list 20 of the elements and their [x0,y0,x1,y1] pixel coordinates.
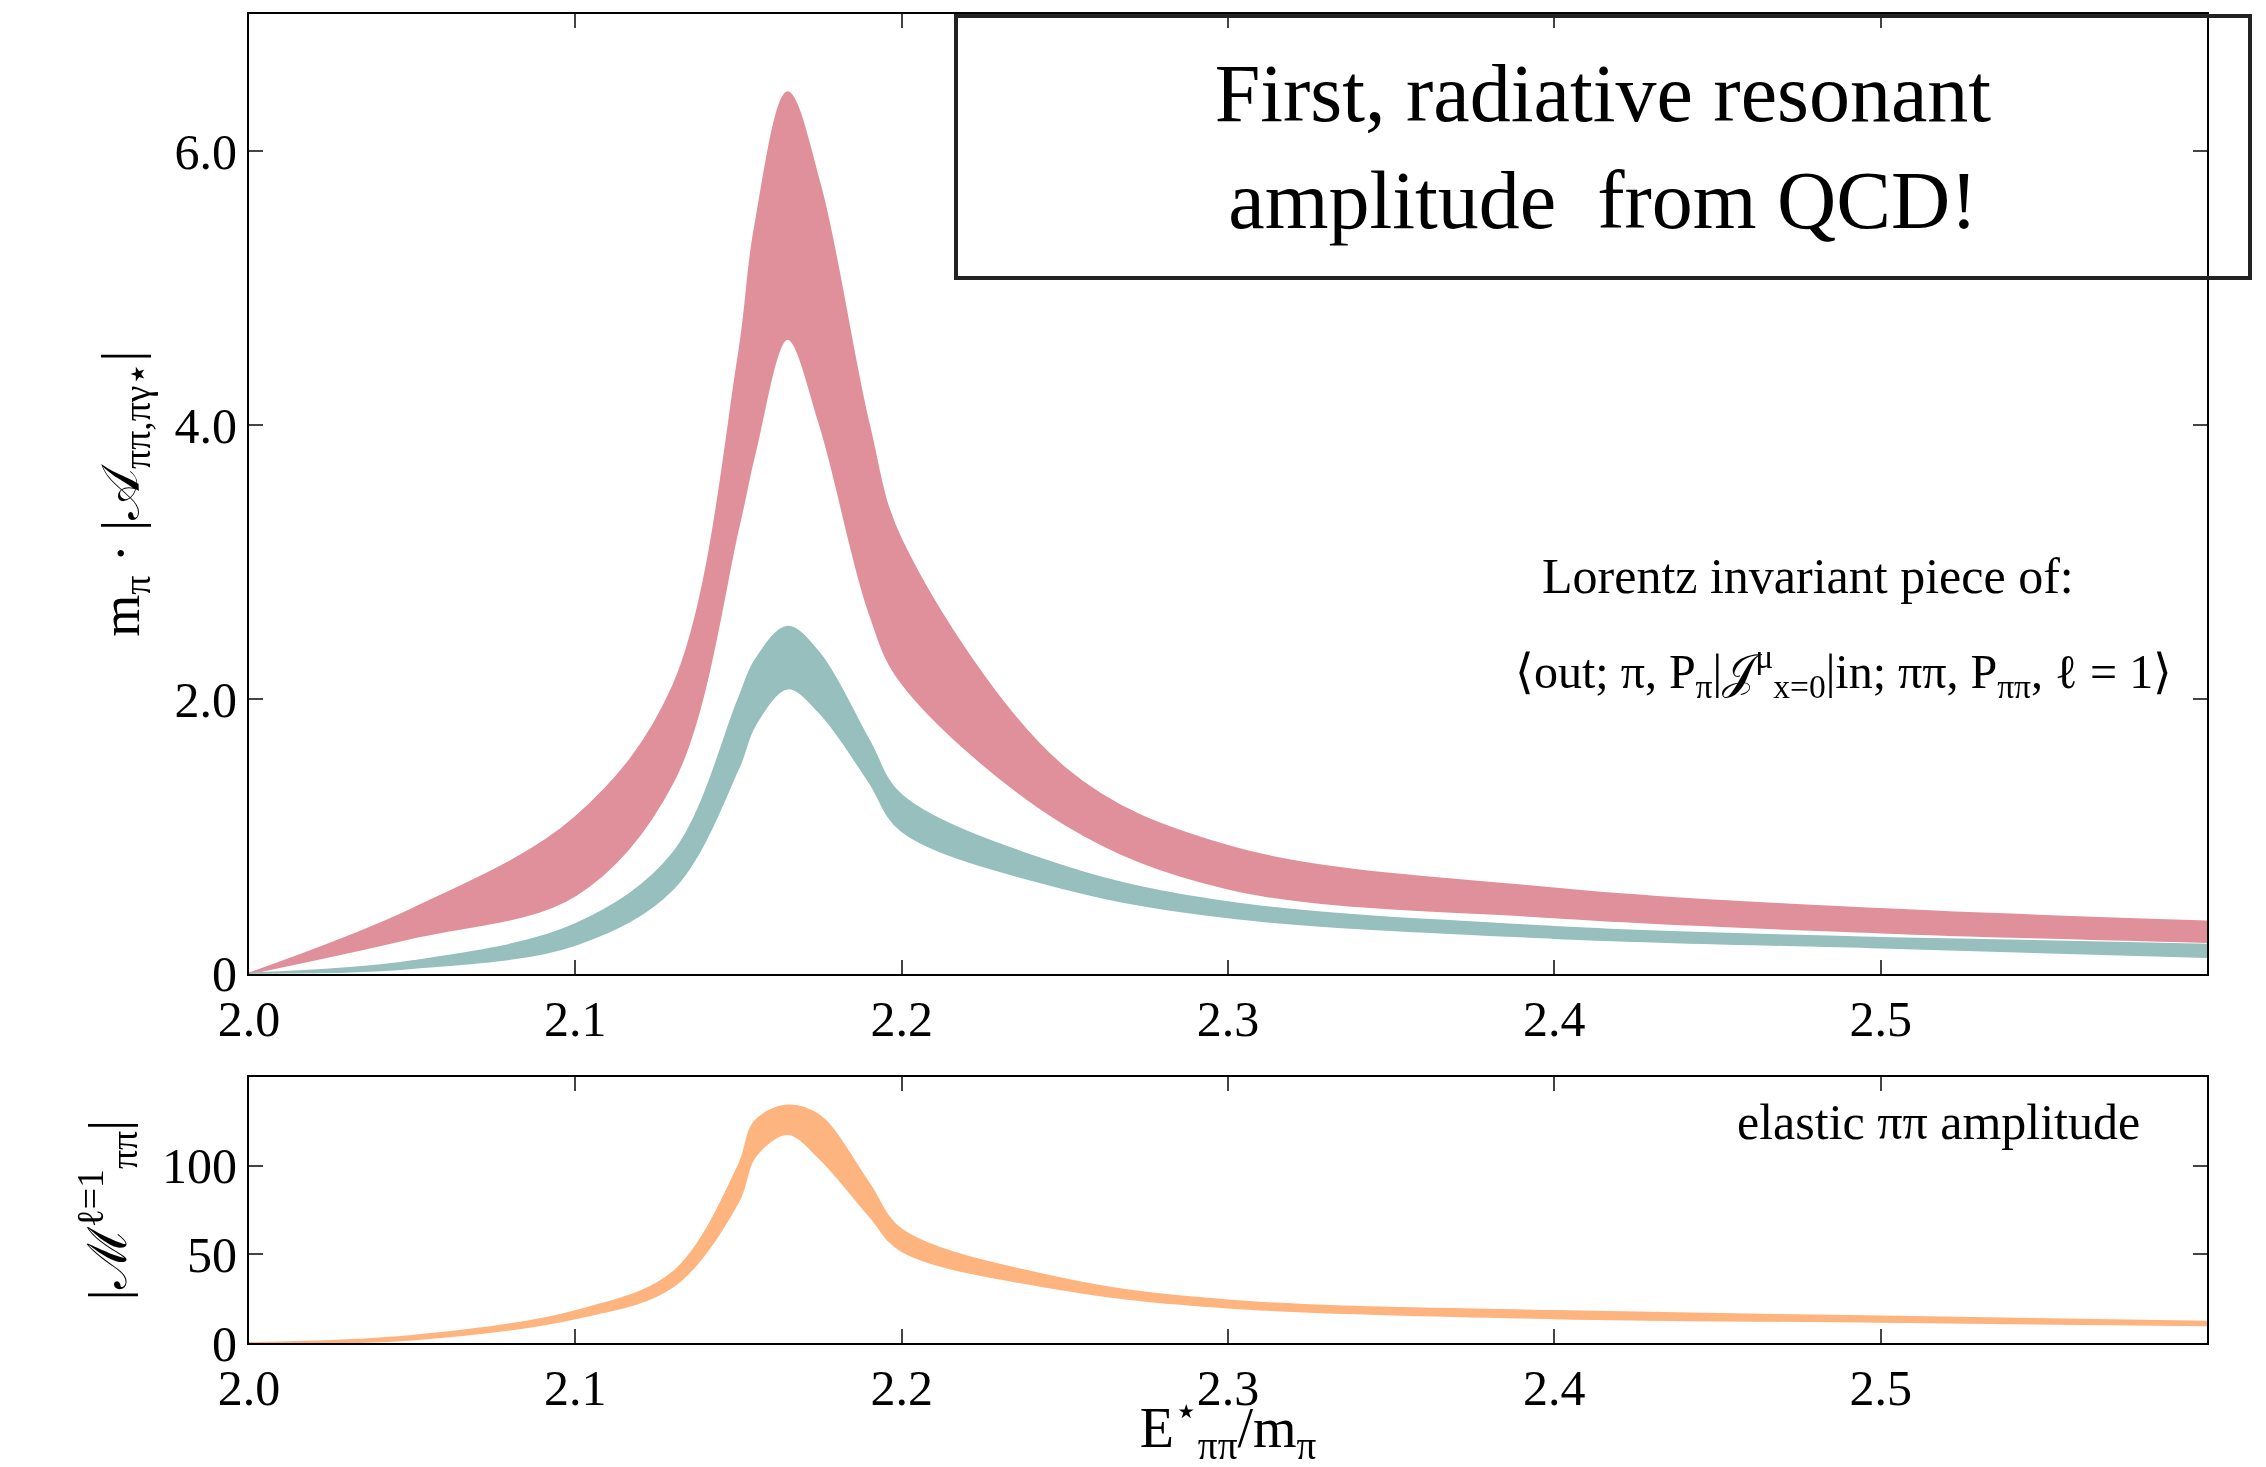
x-tick-label: 2.4 [1523,1360,1586,1416]
x-tick-label: 2.4 [1523,990,1586,1047]
y-tick-label: 6.0 [174,123,237,180]
x-tick-label: 2.2 [870,1360,933,1416]
annotation: elastic ππ amplitude [1737,1094,2141,1150]
x-tick-label: 2.2 [870,990,933,1047]
x-tick-label: 2.1 [544,990,607,1047]
y-tick-label: 100 [162,1138,237,1195]
x-tick-label: 2.3 [1196,990,1260,1047]
x-tick-label: 2.5 [1849,1360,1912,1416]
x-tick-label: 2.5 [1849,990,1912,1047]
annotation: First, radiative resonant amplitude from QCD! [1214,48,1992,246]
y-tick-label: 50 [187,1226,237,1283]
y-tick-label: 4.0 [174,397,237,454]
y-tick-label: 0 [212,946,237,1003]
annotation: Lorentz invariant piece of: [1542,548,2074,604]
x-tick-label: 2.1 [544,1360,607,1416]
annotation: ⟨out; π, P$_{π}$|𝒥$^{μ}$$_{x=0}$|in; ππ, P$_{ππ}$, ℓ = 1⟩ [1515,638,2173,706]
y-tick-label: 0 [212,1315,237,1372]
y-tick-label: 2.0 [174,671,237,728]
